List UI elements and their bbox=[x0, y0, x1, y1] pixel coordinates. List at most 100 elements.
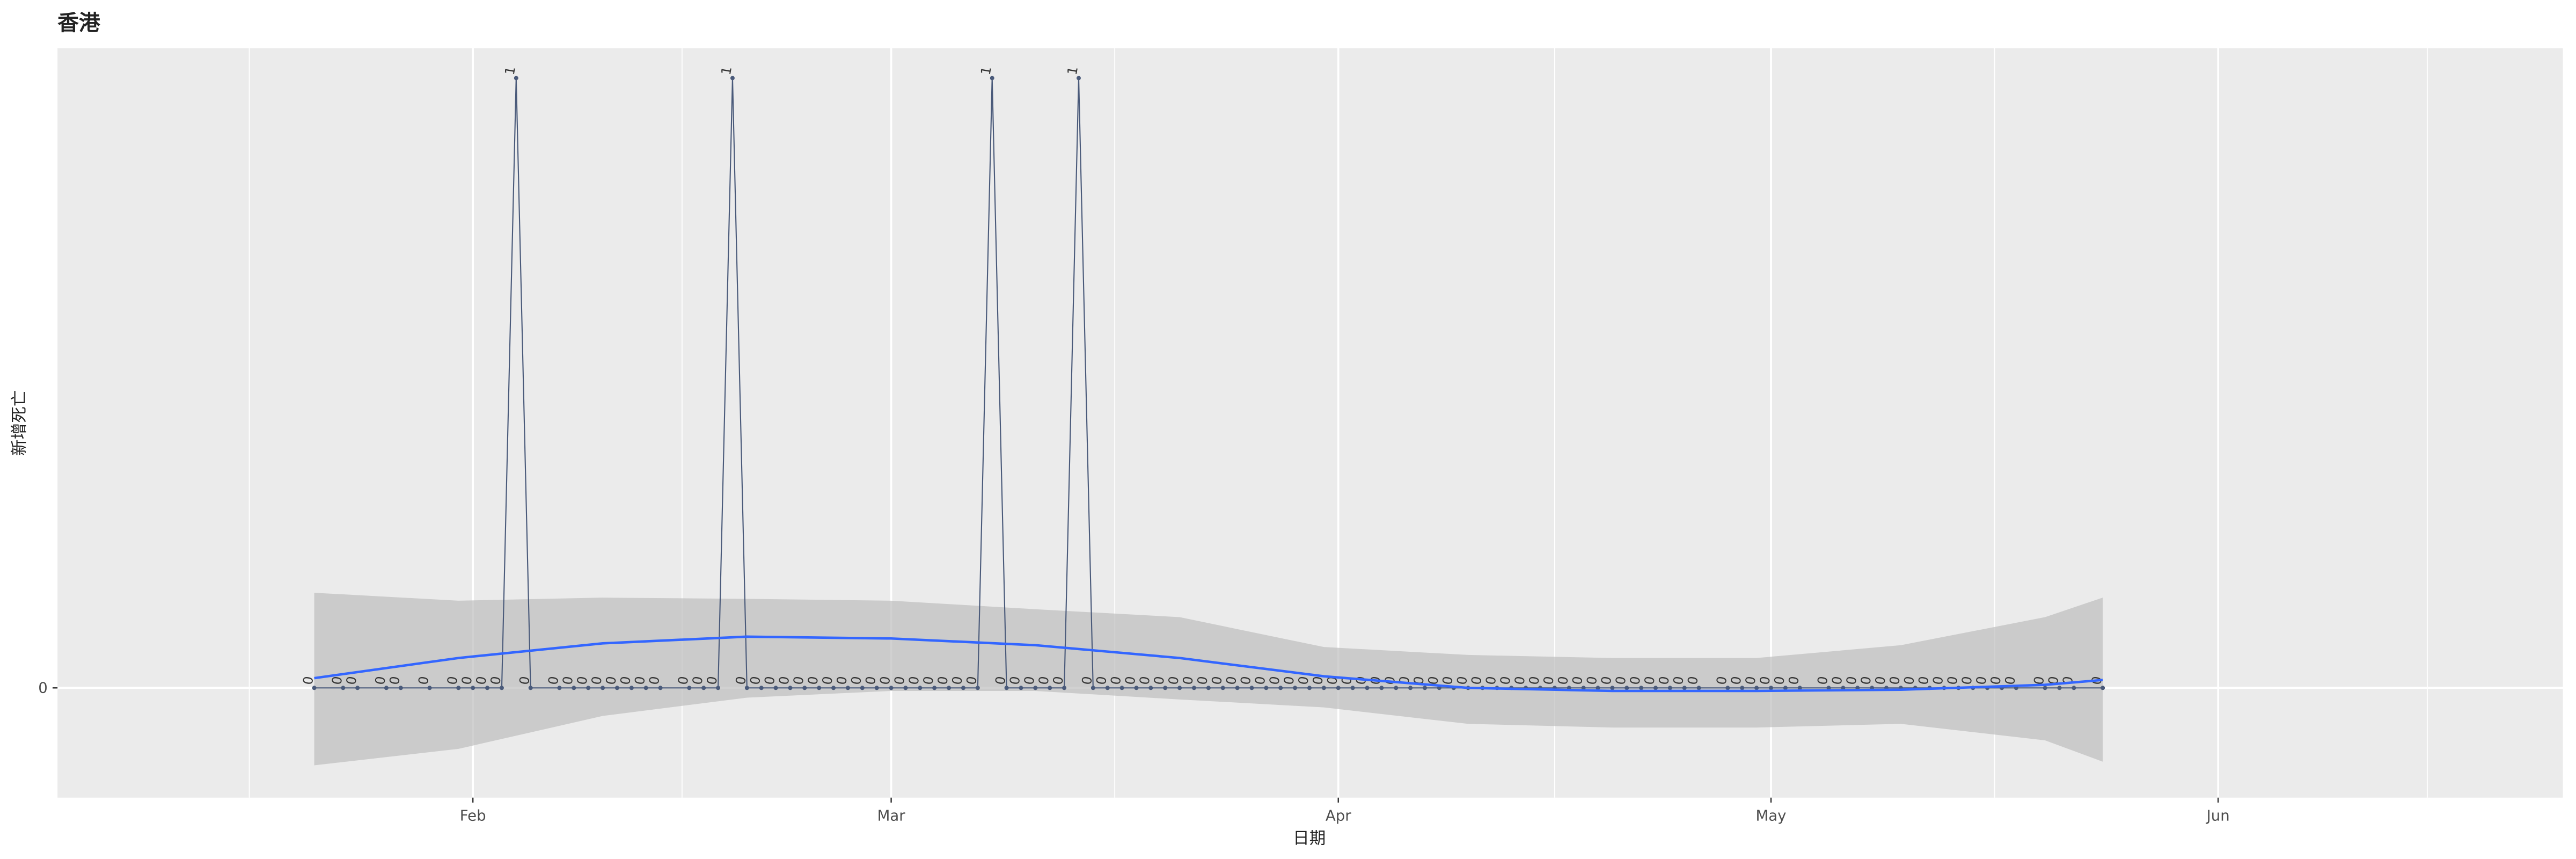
value-label: 0 bbox=[1295, 675, 1312, 686]
value-label: 0 bbox=[2031, 675, 2047, 686]
value-label: 1 bbox=[978, 65, 994, 76]
value-label: 0 bbox=[775, 675, 792, 686]
value-label: 0 bbox=[1223, 675, 1240, 686]
value-label: 0 bbox=[559, 675, 576, 686]
data-point bbox=[1624, 686, 1629, 690]
value-label: 0 bbox=[458, 675, 475, 686]
data-point bbox=[427, 686, 432, 690]
data-point bbox=[1667, 686, 1672, 690]
data-point bbox=[1826, 686, 1831, 690]
value-label: 0 bbox=[1843, 675, 1860, 686]
x-tick-label: Feb bbox=[460, 807, 486, 825]
value-label: 0 bbox=[444, 675, 460, 686]
data-point bbox=[1004, 686, 1009, 690]
value-label: 0 bbox=[949, 675, 965, 686]
value-label: 0 bbox=[1122, 675, 1138, 686]
value-label: 0 bbox=[1266, 675, 1283, 686]
value-label: 0 bbox=[1165, 675, 1182, 686]
value-label: 0 bbox=[905, 675, 922, 686]
value-label: 0 bbox=[1497, 675, 1513, 686]
data-point bbox=[1278, 686, 1283, 690]
value-label: 0 bbox=[877, 675, 894, 686]
value-label: 0 bbox=[1425, 675, 1441, 686]
data-point bbox=[1105, 686, 1110, 690]
value-label: 0 bbox=[862, 675, 879, 686]
value-label: 0 bbox=[1540, 675, 1557, 686]
value-label: 0 bbox=[1929, 675, 1946, 686]
data-point bbox=[1783, 686, 1788, 690]
value-label: 0 bbox=[1915, 675, 1932, 686]
data-point bbox=[759, 686, 764, 690]
data-point bbox=[1610, 686, 1615, 690]
value-label: 0 bbox=[473, 675, 489, 686]
value-label: 0 bbox=[1656, 675, 1672, 686]
value-label: 0 bbox=[1209, 675, 1225, 686]
value-label: 0 bbox=[992, 675, 1009, 686]
value-label: 0 bbox=[588, 675, 605, 686]
data-point bbox=[1249, 686, 1254, 690]
x-tick-label: Jun bbox=[2206, 807, 2230, 825]
value-label: 1 bbox=[718, 65, 735, 76]
value-label: 0 bbox=[415, 675, 431, 686]
data-point bbox=[947, 686, 952, 690]
value-label: 0 bbox=[804, 675, 821, 686]
value-label: 0 bbox=[1728, 675, 1744, 686]
value-label: 0 bbox=[1713, 675, 1730, 686]
value-label: 0 bbox=[934, 675, 951, 686]
data-point bbox=[1033, 686, 1038, 690]
data-point bbox=[1148, 686, 1153, 690]
smooth-line bbox=[314, 635, 2103, 693]
value-label: 0 bbox=[733, 675, 749, 686]
value-label: 0 bbox=[1093, 675, 1110, 686]
data-point bbox=[975, 686, 980, 690]
data-point bbox=[514, 76, 518, 81]
value-label: 0 bbox=[328, 675, 345, 686]
value-label: 0 bbox=[1958, 675, 1975, 686]
value-label: 0 bbox=[1006, 675, 1023, 686]
value-label: 0 bbox=[1309, 675, 1326, 686]
data-point bbox=[1379, 686, 1384, 690]
data-point bbox=[528, 686, 533, 690]
data-point bbox=[802, 686, 807, 690]
value-label: 0 bbox=[747, 675, 764, 686]
data-point bbox=[773, 686, 778, 690]
value-label: 0 bbox=[833, 675, 850, 686]
data-point bbox=[1423, 686, 1427, 690]
data-point bbox=[903, 686, 908, 690]
x-axis-title: 日期 bbox=[1293, 829, 1326, 848]
data-point bbox=[1206, 686, 1211, 690]
value-label: 1 bbox=[502, 65, 518, 76]
data-point bbox=[341, 686, 346, 690]
value-label: 0 bbox=[1627, 675, 1643, 686]
data-point bbox=[1062, 686, 1067, 690]
value-label: 1 bbox=[1064, 65, 1081, 76]
value-label: 0 bbox=[1555, 675, 1571, 686]
value-label: 0 bbox=[1511, 675, 1528, 686]
data-point bbox=[1134, 686, 1139, 690]
data-point bbox=[658, 686, 663, 690]
value-label: 0 bbox=[1180, 675, 1196, 686]
data-point bbox=[744, 686, 749, 690]
value-label: 0 bbox=[1872, 675, 1889, 686]
y-tick-label: 0 bbox=[38, 679, 48, 696]
value-label: 0 bbox=[1757, 675, 1773, 686]
value-label: 0 bbox=[1468, 675, 1484, 686]
value-label: 0 bbox=[1598, 675, 1614, 686]
value-label: 0 bbox=[1771, 675, 1788, 686]
data-point bbox=[557, 686, 562, 690]
value-label: 0 bbox=[1973, 675, 1989, 686]
value-label: 0 bbox=[2002, 675, 2018, 686]
data-point bbox=[1293, 686, 1298, 690]
value-label: 0 bbox=[646, 675, 662, 686]
data-point bbox=[1394, 686, 1399, 690]
value-label: 0 bbox=[617, 675, 634, 686]
data-point bbox=[1177, 686, 1182, 690]
data-point bbox=[1191, 686, 1196, 690]
value-label: 0 bbox=[1569, 675, 1586, 686]
data-point bbox=[831, 686, 836, 690]
data-point bbox=[1725, 686, 1730, 690]
data-point bbox=[471, 686, 475, 690]
value-label: 0 bbox=[704, 675, 720, 686]
value-label: 0 bbox=[1944, 675, 1960, 686]
